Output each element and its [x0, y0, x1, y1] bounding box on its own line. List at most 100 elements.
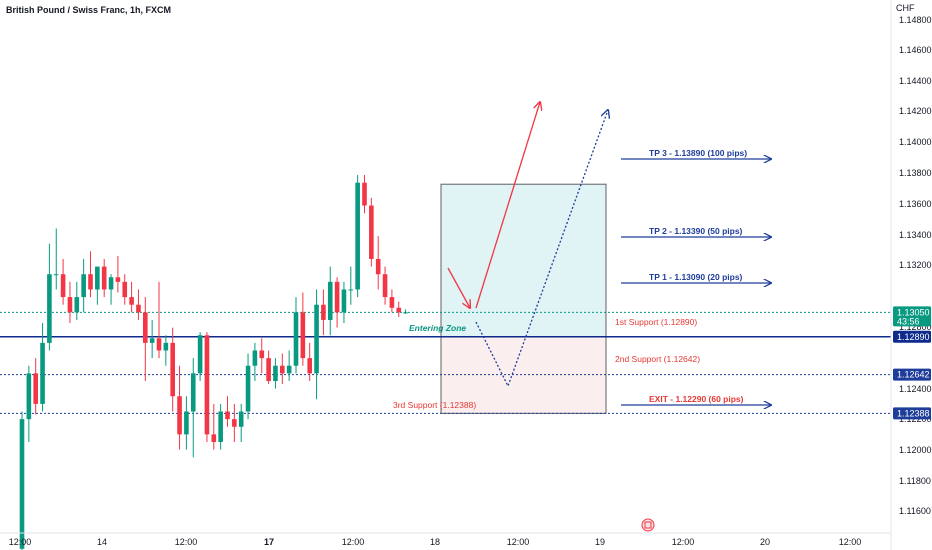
position-tool [440, 183, 607, 414]
candle [19, 411, 25, 550]
candle-body [327, 281, 333, 320]
level-badge-bg [893, 330, 931, 343]
candle [293, 297, 299, 374]
candle-body [280, 365, 285, 374]
candle [238, 403, 244, 443]
time-tick-label: 18 [430, 537, 440, 547]
candle-body [245, 365, 251, 412]
candle-body [197, 335, 203, 374]
calendar-event-icon[interactable] [641, 518, 655, 532]
candle-body [81, 274, 86, 298]
candle-body [204, 335, 210, 435]
candle-body [149, 338, 155, 343]
candle-body [314, 304, 319, 374]
candle-body [232, 419, 237, 427]
candle [33, 358, 38, 415]
candle [88, 251, 93, 298]
candle-body [143, 312, 148, 343]
candle [396, 301, 402, 317]
candle [129, 281, 134, 313]
time-tick-label: 12:00 [9, 537, 32, 547]
price-tick-label: 1.13400 [899, 230, 932, 240]
level-badge: 1.12642 [893, 368, 931, 381]
time-tick-label: 12:00 [342, 537, 365, 547]
last-price-badge-bg [893, 306, 931, 327]
candle [273, 358, 278, 389]
candle-body [170, 342, 175, 397]
last-price-badge-text: 1.13050 [897, 307, 930, 317]
target-label: TP 3 - 1.13890 (100 pips) [649, 148, 747, 158]
support-label: 1st Support (1.12890) [615, 317, 697, 327]
candle-body [67, 297, 73, 313]
time-tick-label: 19 [595, 537, 605, 547]
candle-body [33, 373, 38, 404]
candle [81, 258, 86, 313]
candle [40, 323, 45, 412]
level-badge-text: 1.12388 [897, 408, 930, 418]
candle-body [101, 266, 107, 290]
time-tick-label: 12:00 [507, 537, 530, 547]
support-label: 2nd Support (1.12642) [615, 354, 700, 364]
price-tick-label: 1.14800 [899, 15, 932, 25]
candle [252, 342, 258, 381]
candle [53, 228, 59, 290]
candle [143, 297, 148, 381]
candle-body [307, 358, 312, 374]
price-tick-label: 1.14200 [899, 106, 932, 116]
candle [259, 338, 265, 374]
candle [108, 274, 114, 305]
last-price-badge-countdown: 43:56 [897, 316, 920, 326]
target-label: EXIT - 1.12290 (60 pips) [649, 394, 744, 404]
candle [122, 274, 128, 305]
candle-body [19, 419, 25, 549]
candle-body [362, 182, 367, 206]
candle-body [190, 373, 196, 412]
level-badge-text: 1.12642 [897, 370, 930, 380]
projection-arrow [475, 102, 540, 309]
candle [334, 277, 340, 328]
price-tick-label: 1.12400 [899, 384, 932, 394]
candle-body [26, 373, 32, 420]
candle-body [95, 266, 100, 290]
time-tick-label: 17 [264, 537, 274, 547]
candle-body [321, 304, 326, 320]
candle [389, 289, 395, 313]
candle-body [252, 350, 258, 366]
time-tick-label: 12:00 [175, 537, 198, 547]
candle [163, 335, 169, 366]
candle-body [355, 182, 360, 290]
candle [341, 281, 347, 324]
time-tick-label: 14 [97, 537, 107, 547]
entry-arrow [447, 267, 470, 308]
level-badge-bg [893, 407, 931, 420]
candle-body [211, 434, 217, 443]
price-tick-label: 1.14000 [899, 137, 932, 147]
price-tick-label: 1.12000 [899, 445, 932, 455]
time-tick-label: 12:00 [839, 537, 862, 547]
candle-body [286, 365, 292, 374]
candle [232, 403, 237, 443]
candle [218, 403, 223, 450]
candle-body [266, 358, 271, 381]
support-label: 3rd Support (1.12388) [393, 400, 476, 410]
profit-zone [441, 184, 606, 337]
candle [60, 258, 66, 305]
price-tick-label: 1.11600 [899, 506, 931, 516]
price-axis: 1.14800 1.14600 1.14400 1.14200 1.14000 1.138… [890, 0, 932, 550]
candle [300, 292, 306, 366]
candle [204, 332, 210, 443]
candle [245, 353, 251, 420]
candle-body [341, 289, 347, 313]
candle-body [60, 274, 66, 298]
candle [47, 243, 52, 351]
candle-body [348, 289, 354, 291]
candle-body [396, 307, 402, 313]
level-badge: 1.12388 [893, 407, 931, 420]
candle [26, 365, 32, 443]
candle-body [273, 365, 278, 381]
price-tick-label: 1.13200 [899, 260, 932, 270]
candle [362, 175, 367, 214]
